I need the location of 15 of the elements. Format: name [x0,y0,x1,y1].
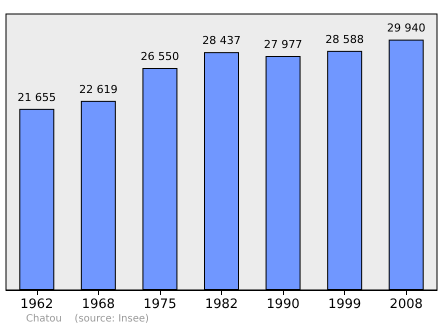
x-tick-label: 1962 [20,297,54,312]
x-tick-label: 1982 [204,297,238,312]
data-label: 29 940 [386,22,426,35]
x-tick-label: 1999 [328,297,362,312]
x-tick-label: 1975 [143,297,176,312]
data-label: 27 977 [264,38,302,52]
data-label: 28 588 [325,32,364,46]
x-tick-label: 2008 [390,297,423,312]
data-label: 28 437 [202,34,241,48]
x-tick-label: 1968 [82,297,115,312]
text: Chatou (source: Insee) [26,314,149,324]
x-tick-label: 1990 [266,297,300,312]
data-label: 21 655 [18,90,56,104]
data-label: 22 619 [79,82,118,96]
data-label: 26 550 [140,50,180,63]
